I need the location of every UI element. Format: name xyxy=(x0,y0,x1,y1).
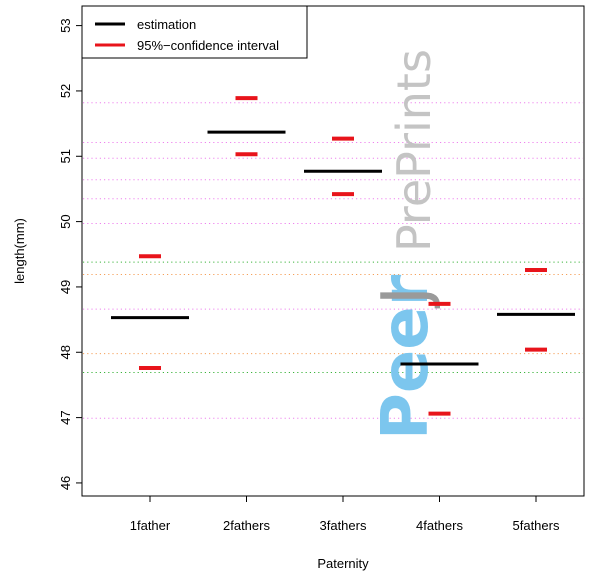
legend: estimation 95%−confidence interval xyxy=(81,5,308,59)
y-tick-label-52: 52 xyxy=(58,84,73,98)
x-tick-label-5fathers: 5fathers xyxy=(513,518,560,533)
y-tick-label-50: 50 xyxy=(58,214,73,228)
x-tick-label-4fathers: 4fathers xyxy=(416,518,463,533)
axes: 46 47 48 49 50 51 52 53 1father 2fathers 3fathers 4… xyxy=(58,18,560,533)
y-tick-label-51: 51 xyxy=(58,149,73,163)
watermark-j: J xyxy=(369,286,443,309)
plot-frame xyxy=(81,5,585,497)
y-tick-label-47: 47 xyxy=(58,410,73,424)
y-tick-label-49: 49 xyxy=(58,280,73,294)
watermark-preprints: PrePrints xyxy=(387,49,441,252)
reference-lines xyxy=(83,102,583,419)
x-tick-label-1father: 1father xyxy=(130,518,171,533)
x-tick-label-3fathers: 3fathers xyxy=(320,518,367,533)
y-tick-label-53: 53 xyxy=(58,18,73,32)
y-tick-label-48: 48 xyxy=(58,345,73,359)
interval-marks xyxy=(111,96,575,416)
watermark: Peer J PrePrints xyxy=(369,49,443,440)
y-tick-label-46: 46 xyxy=(58,476,73,490)
legend-label-ci: 95%−confidence interval xyxy=(137,38,279,53)
y-axis-title: length(mm) xyxy=(12,218,27,284)
x-tick-label-2fathers: 2fathers xyxy=(223,518,270,533)
legend-label-estimation: estimation xyxy=(137,17,196,32)
x-axis-title: Paternity xyxy=(317,556,369,571)
legend-box xyxy=(81,5,308,59)
